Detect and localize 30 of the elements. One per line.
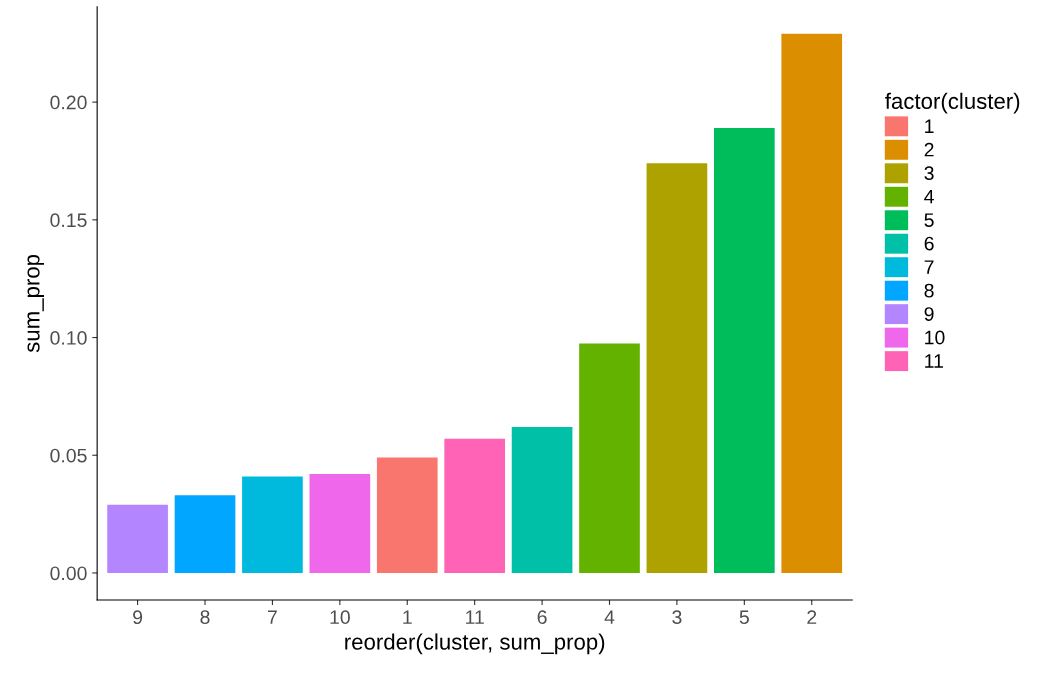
x-tick-label: 4	[604, 610, 615, 624]
x-tick-label: 11	[466, 610, 484, 624]
y-axis-title: sum_prop	[27, 254, 45, 353]
legend-label: 10	[925, 330, 945, 345]
legend-label: 2	[924, 142, 934, 157]
y-tick-label: 0.20	[50, 95, 87, 110]
y-tick-label: 0.10	[50, 331, 87, 345]
legend-label: 5	[924, 213, 934, 227]
x-tick-label: 3	[672, 610, 682, 625]
x-tick-label: 9	[133, 610, 143, 625]
legend-title: factor(cluster)	[885, 92, 1020, 114]
x-tick-label: 1	[403, 610, 412, 624]
legend-label: 3	[924, 166, 934, 181]
legend-label: 8	[924, 283, 934, 298]
x-tick-label: 8	[200, 610, 210, 625]
legend-label: 4	[924, 189, 934, 204]
x-tick-label: 6	[537, 610, 547, 625]
x-axis-title: reorder(cluster, sum_prop)	[345, 633, 605, 655]
y-tick-label: 0.05	[50, 448, 87, 463]
legend-label: 6	[924, 236, 934, 251]
x-tick-label: 10	[330, 610, 350, 625]
y-tick-label: 0.00	[50, 566, 87, 581]
x-tick-label: 2	[807, 610, 817, 624]
legend-label: 1	[925, 119, 934, 133]
legend-label: 9	[924, 307, 934, 321]
y-tick-label: 0.15	[50, 213, 87, 228]
x-tick-label: 7	[268, 610, 277, 624]
x-tick-label: 5	[739, 610, 749, 625]
legend-label: 7	[924, 260, 934, 274]
legend-label: 11	[925, 354, 943, 368]
